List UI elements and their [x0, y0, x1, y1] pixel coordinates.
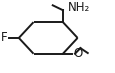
Text: O: O [72, 47, 82, 60]
Text: NH₂: NH₂ [67, 1, 89, 14]
Text: F: F [1, 31, 7, 44]
